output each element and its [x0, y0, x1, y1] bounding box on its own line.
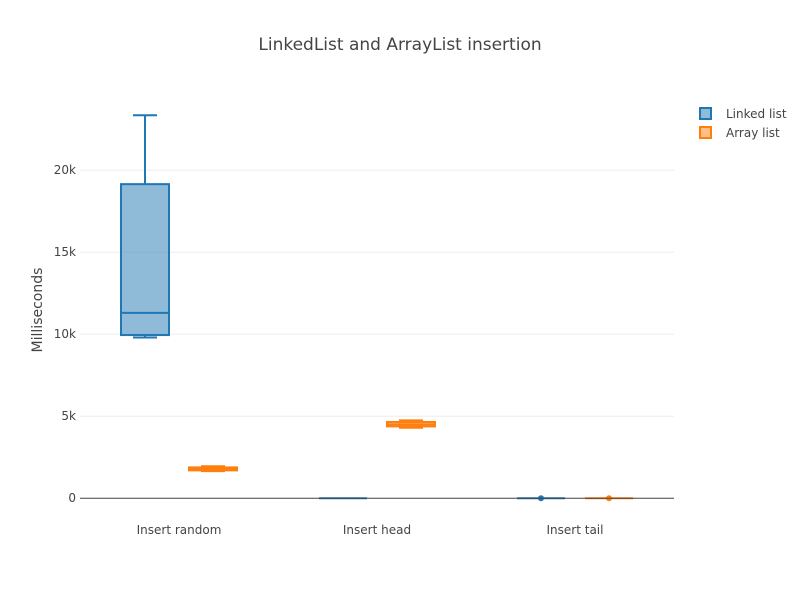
legend-swatch	[699, 107, 712, 120]
box-array-list[interactable]	[386, 419, 436, 429]
x-tick-label: Insert random	[137, 523, 222, 537]
y-axis-label: Milliseconds	[30, 268, 46, 353]
box-body	[120, 183, 170, 337]
legend-label: Array list	[726, 126, 780, 140]
chart-title: LinkedList and ArrayList insertion	[258, 35, 541, 55]
axis-layer: 0 5k 10k 15k 20k Insert random Insert head Inse…	[54, 163, 674, 537]
y-tick-label: 15k	[54, 245, 76, 259]
x-tick-label: Insert head	[343, 523, 411, 537]
legend-label: Linked list	[726, 107, 787, 121]
y-tick-label: 0	[68, 491, 76, 505]
legend[interactable]: Linked list Array list	[699, 107, 787, 140]
grid-layer	[80, 169, 674, 417]
legend-swatch	[699, 126, 712, 139]
box-linked-list[interactable]	[120, 114, 170, 339]
x-tick-label: Insert tail	[547, 523, 604, 537]
box-array-list[interactable]	[188, 465, 238, 473]
legend-item-linked-list[interactable]: Linked list	[699, 107, 787, 121]
y-tick-label: 5k	[61, 409, 76, 423]
legend-item-array-list[interactable]: Array list	[699, 126, 780, 140]
y-tick-label: 20k	[54, 163, 76, 177]
box-layer	[120, 114, 633, 502]
y-tick-label: 10k	[54, 327, 76, 341]
